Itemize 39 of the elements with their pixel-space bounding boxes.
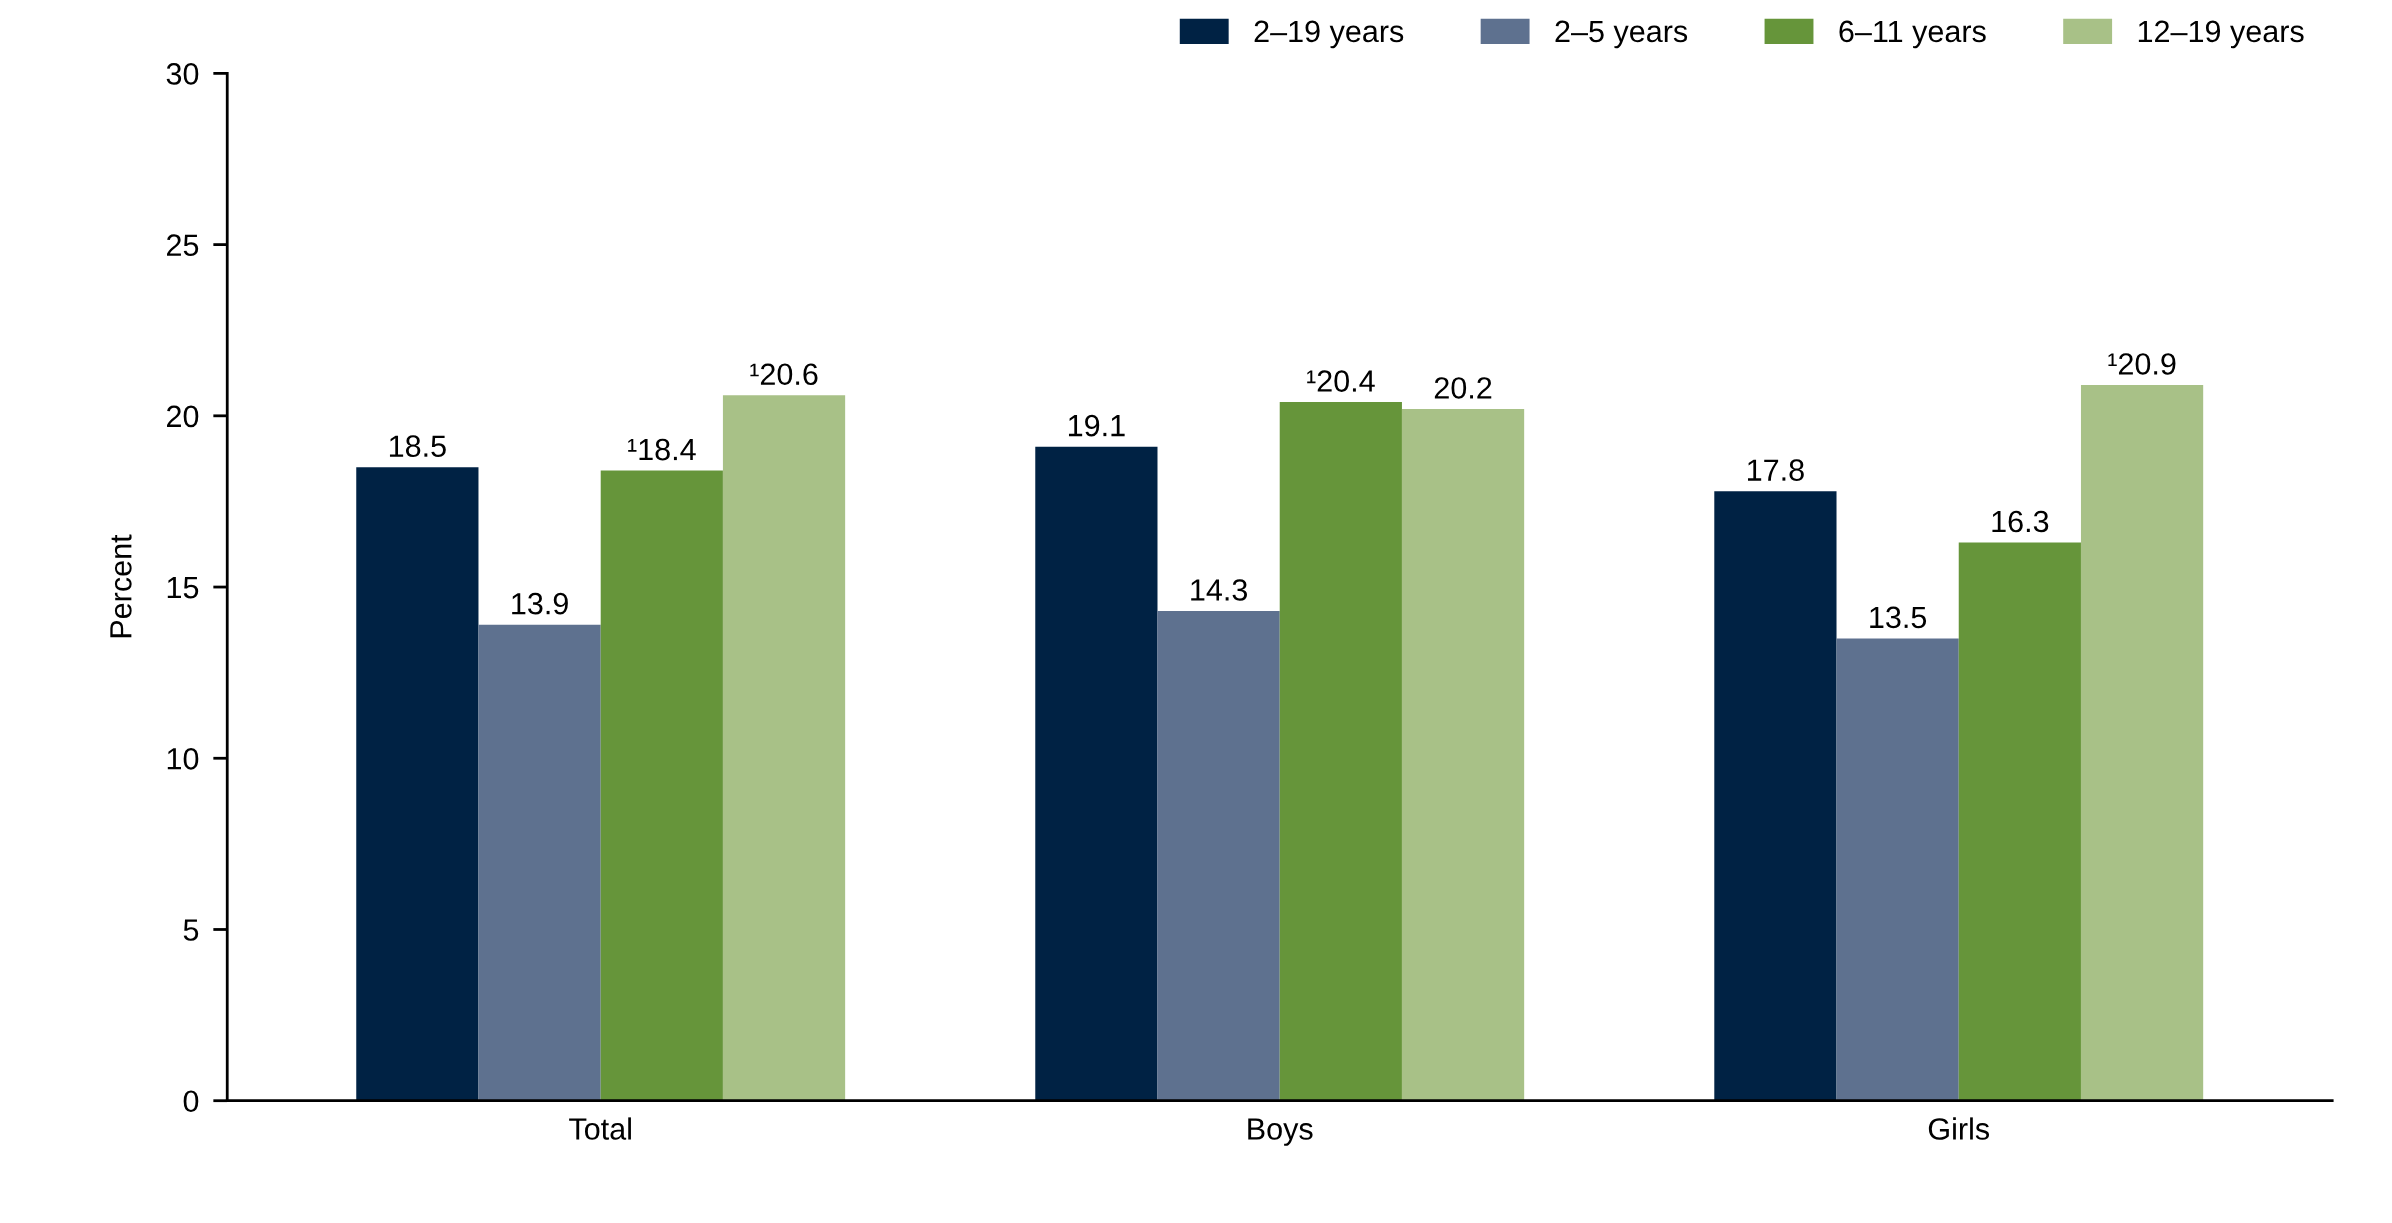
x-tick-label: Total [569, 1117, 631, 1140]
y-tick-label: 20 [167, 405, 199, 428]
bar [478, 624, 601, 1101]
data-label: 16.3 [1992, 510, 2049, 533]
x-tick-label: Boys [1248, 1118, 1313, 1146]
data-label: ¹20.9 [2108, 353, 2176, 375]
bar [1401, 408, 1525, 1101]
y-tick-label: 10 [167, 748, 199, 770]
bar [1836, 638, 1959, 1101]
y-tick-label: 30 [166, 63, 199, 85]
y-tick-label: 0 [183, 1090, 199, 1113]
y-axis-title: Percent [110, 534, 132, 638]
y-tick-label: 5 [183, 919, 199, 941]
legend-label: 12–19 years [2138, 20, 2304, 49]
bar [600, 470, 723, 1101]
bar [1958, 542, 2081, 1101]
data-label: 19.1 [1068, 414, 1125, 437]
data-label: 13.9 [512, 592, 568, 615]
bar [1714, 491, 1837, 1101]
bar [1157, 611, 1280, 1101]
y-tick-label: 25 [167, 234, 199, 256]
data-label: ¹20.4 [1307, 370, 1375, 392]
x-tick-label: Girls [1928, 1117, 1990, 1140]
legend-label: 2–5 years [1555, 20, 1688, 49]
bar [2080, 385, 2204, 1101]
data-label: 20.2 [1434, 377, 1492, 399]
bar [1279, 402, 1402, 1101]
legend-label: 2–19 years [1254, 20, 1404, 49]
data-label: 14.3 [1191, 579, 1247, 601]
data-label: 13.5 [1870, 606, 1927, 629]
data-label: 18.5 [389, 435, 446, 457]
data-label: ¹18.4 [628, 438, 696, 461]
data-label: ¹20.6 [750, 363, 818, 386]
legend-label: 6–11 years [1839, 20, 1986, 49]
y-tick-label: 15 [167, 577, 199, 599]
bar [722, 395, 846, 1101]
bar [1035, 446, 1158, 1101]
bar [356, 467, 479, 1101]
data-label: 17.8 [1748, 459, 1804, 481]
